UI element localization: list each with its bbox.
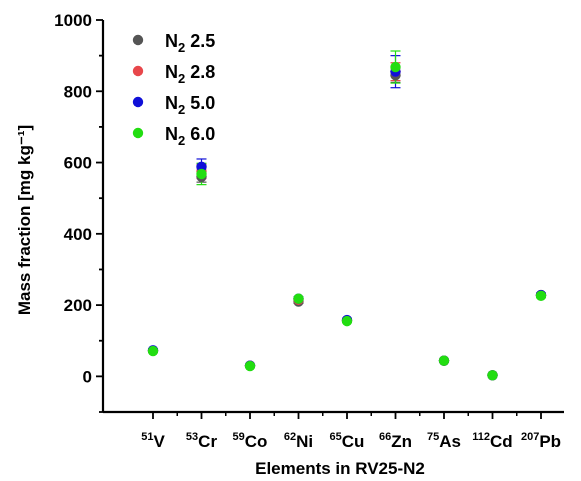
- legend-marker: [132, 34, 144, 46]
- legend-label: N2 5.0: [165, 93, 215, 117]
- legend-label: N2 6.0: [165, 124, 215, 148]
- data-point: [438, 355, 450, 366]
- legend-marker: [132, 96, 144, 108]
- data-point: [341, 315, 353, 327]
- data-point: [390, 61, 401, 73]
- legend-marker: [132, 127, 144, 139]
- x-axis-title: Elements in RV25-N2: [255, 459, 425, 478]
- legend: N2 2.5 N2 2.8 N2 5.0 N2 6.0: [132, 31, 215, 148]
- y-axis-ticks: 0 200 400 600 800 1000: [54, 11, 103, 413]
- x-tick-label: 59Co: [233, 431, 268, 451]
- y-tick-label: 600: [64, 154, 92, 173]
- y-tick-label: 200: [64, 296, 92, 315]
- legend-label: N2 2.5: [165, 31, 215, 55]
- data-point: [196, 161, 207, 173]
- data-points: [147, 61, 547, 381]
- data-point: [293, 293, 304, 304]
- y-axis-title: Mass fraction [mg kg⁻¹]: [15, 125, 34, 315]
- x-tick-label: 207Pb: [521, 431, 561, 451]
- x-tick-label: 112Cd: [472, 431, 512, 451]
- x-tick-label: 66Zn: [379, 431, 412, 451]
- legend-label: N2 2.8: [165, 62, 215, 86]
- legend-marker: [132, 65, 144, 77]
- x-tick-label: 65Cu: [330, 431, 365, 451]
- y-tick-label: 400: [64, 225, 92, 244]
- data-point: [244, 360, 256, 372]
- data-point: [147, 345, 159, 357]
- y-tick-label: 800: [64, 82, 92, 101]
- x-tick-label: 62Ni: [284, 431, 313, 451]
- x-axis-ticks: 51V 53Cr 59Co 62Ni 65Cu 66Zn 75As 112Cd 207Pb: [141, 412, 561, 451]
- plot-frame: [101, 20, 564, 414]
- x-tick-label: 51V: [141, 431, 165, 451]
- y-tick-label: 0: [83, 367, 92, 386]
- y-tick-label: 1000: [54, 11, 92, 30]
- data-point: [196, 168, 207, 180]
- x-tick-label: 53Cr: [186, 431, 218, 451]
- data-point: [487, 370, 498, 381]
- x-tick-label: 75As: [427, 431, 461, 451]
- data-point: [535, 290, 547, 302]
